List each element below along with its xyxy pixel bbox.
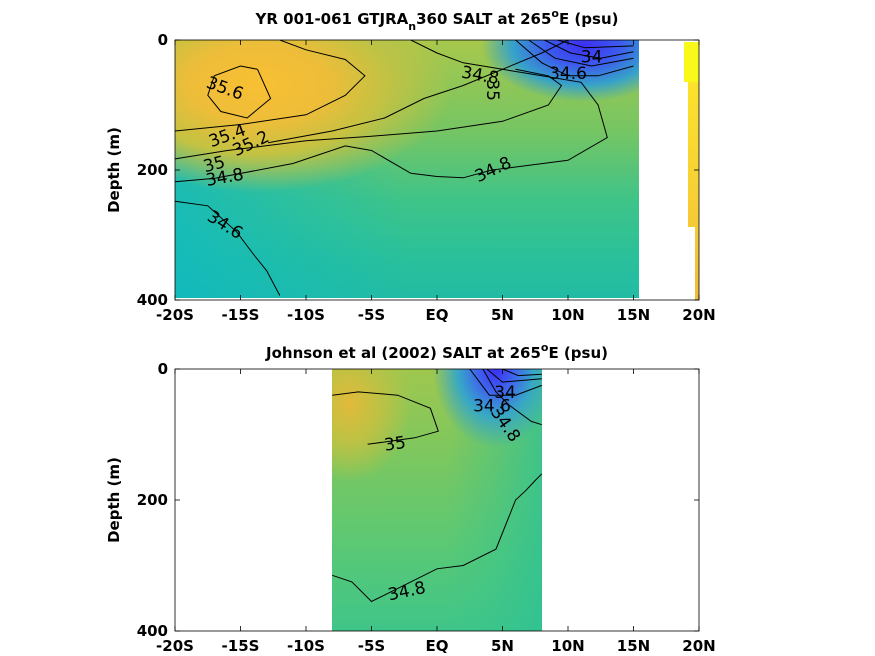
contour-line-34 <box>544 40 634 59</box>
bottom-y-axis: 0 200 400 <box>137 360 699 640</box>
bottom-contour-lines <box>332 369 543 603</box>
bottom-chart-title: Johnson et al (2002) SALT at 265oE (psu) <box>265 341 608 362</box>
contour-line-34-2 <box>502 369 542 377</box>
top-y-axis-label: Depth (m) <box>105 127 123 213</box>
top-y-axis: 0 200 400 <box>137 31 699 309</box>
x-tick-label: 10N <box>551 306 584 324</box>
y-tick-label: 0 <box>158 31 168 49</box>
contour-label: 34.6 <box>549 64 587 84</box>
x-tick-label: 15N <box>617 306 650 324</box>
contour-line-34-8 <box>175 40 608 183</box>
bottom-x-axis: -20S -15S -10S -5S EQ 5N 10N 15N 20N <box>156 369 716 655</box>
x-tick-label: 15N <box>617 637 650 655</box>
top-x-axis: -20S -15S -10S -5S EQ 5N 10N 15N 20N <box>156 40 716 324</box>
contour-line-34-2 <box>528 40 634 67</box>
x-tick-label: -5S <box>358 306 385 324</box>
y-tick-label: 400 <box>137 291 168 309</box>
contour-line-35-4 <box>175 40 366 132</box>
y-tick-label: 200 <box>137 161 168 179</box>
x-tick-label: 20N <box>682 306 715 324</box>
contour-label: 35 <box>383 433 407 456</box>
top-contour-lines <box>175 40 634 296</box>
x-tick-label: -20S <box>156 637 194 655</box>
y-tick-label: 200 <box>137 491 168 509</box>
contour-line-34-6 <box>175 200 281 296</box>
contour-line-35-2 <box>267 40 569 144</box>
x-tick-label: -10S <box>287 306 325 324</box>
contour-line-34-8 <box>482 369 542 426</box>
x-tick-label: EQ <box>426 306 449 324</box>
contour-line-34-4 <box>486 369 542 383</box>
x-tick-label: 20N <box>682 637 715 655</box>
top-salinity-field <box>175 40 699 300</box>
bottom-y-axis-label: Depth (m) <box>105 457 123 543</box>
x-tick-label: -15S <box>222 306 260 324</box>
x-tick-label: 5N <box>491 637 514 655</box>
x-tick-label: 5N <box>491 306 514 324</box>
x-tick-label: -10S <box>287 637 325 655</box>
contour-label: 34 <box>494 383 516 403</box>
top-chart-title: YR 001-061 GTJRAn360 SALT at 265oE (psu) <box>255 7 619 33</box>
x-tick-label: -15S <box>222 637 260 655</box>
contour-line-35 <box>175 68 563 160</box>
contour-line-33-8 <box>557 40 634 49</box>
y-tick-label: 400 <box>137 622 168 640</box>
x-tick-label: 10N <box>551 637 584 655</box>
contour-label: 34.6 <box>473 396 511 416</box>
contour-line-35 <box>332 391 439 445</box>
contour-line-34-4 <box>515 40 634 77</box>
x-tick-label: -5S <box>358 637 385 655</box>
contour-label: 35 <box>482 79 502 101</box>
y-tick-label: 0 <box>158 360 168 378</box>
contour-line-34-8 <box>332 473 543 603</box>
contour-line-34-6 <box>469 369 542 396</box>
top-panel: YR 001-061 GTJRAn360 SALT at 265oE (psu)… <box>105 7 716 324</box>
x-tick-label: EQ <box>426 637 449 655</box>
contour-label: 34 <box>581 48 603 68</box>
bottom-panel: Johnson et al (2002) SALT at 265oE (psu)… <box>105 341 716 655</box>
x-tick-label: -20S <box>156 306 194 324</box>
bottom-salinity-field <box>332 369 542 631</box>
contour-line-35-6 <box>207 65 272 119</box>
